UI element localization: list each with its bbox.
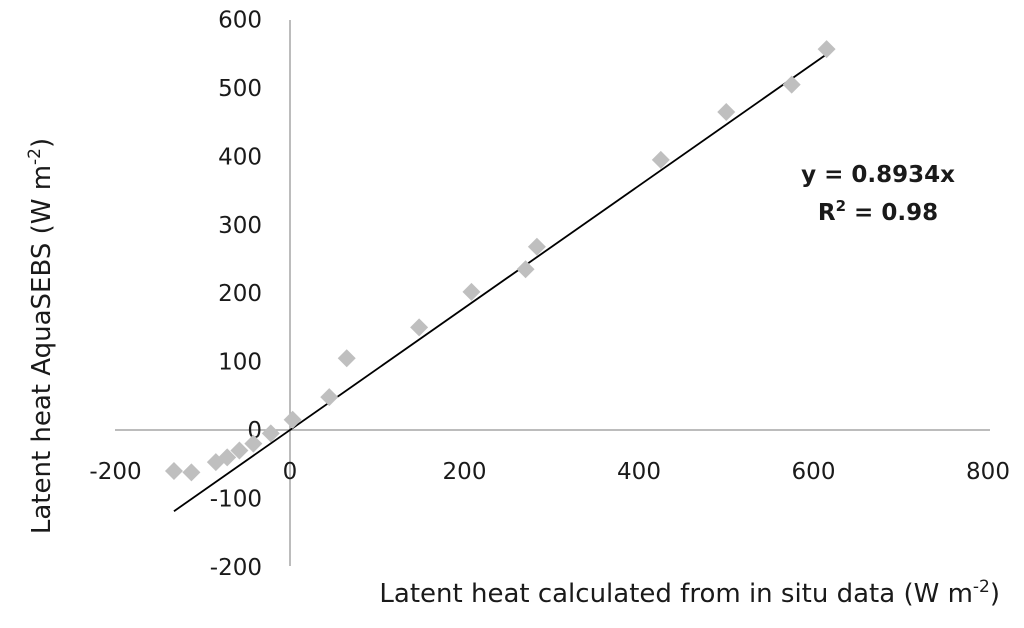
data-point (817, 40, 836, 59)
data-point (230, 441, 249, 460)
x-tick-label: 600 (792, 459, 836, 485)
data-point (182, 463, 201, 482)
y-tick-label: 100 (218, 350, 262, 376)
y-tick-label: -200 (210, 555, 262, 581)
data-point (651, 150, 670, 169)
r-squared-label: R2 = 0.98 (818, 197, 938, 226)
x-tick-label: -200 (89, 459, 141, 485)
tick-labels: -200 0 200 400 600 800-200-100010020030040050… (89, 8, 1010, 581)
data-point (283, 410, 302, 429)
data-points (164, 40, 836, 482)
data-point (717, 103, 736, 122)
data-point (527, 237, 546, 256)
x-tick-label: 200 (443, 459, 487, 485)
r-squared-sup: 2 (836, 197, 846, 215)
data-point (261, 424, 280, 443)
y-tick-label: -100 (210, 486, 262, 512)
x-tick-label: 800 (966, 459, 1010, 485)
y-axis-title: Latent heat AquaSEBS (W m-2) (25, 138, 57, 534)
data-point (244, 434, 263, 453)
x-axis-title: Latent heat calculated from in situ data… (379, 577, 1000, 609)
data-point (782, 75, 801, 94)
y-tick-label: 400 (218, 144, 262, 170)
data-point (516, 260, 535, 279)
y-tick-label: 500 (218, 76, 262, 102)
trendline-layer (173, 53, 828, 512)
y-tick-label: 200 (218, 281, 262, 307)
data-point (164, 462, 183, 481)
trendline-equation: y = 0.8934x (801, 162, 955, 188)
data-point (320, 388, 339, 407)
y-tick-label: 300 (218, 213, 262, 239)
x-tick-label: 400 (617, 459, 661, 485)
data-point (410, 318, 429, 337)
data-point (462, 282, 481, 301)
data-point (337, 349, 356, 368)
axes (115, 20, 990, 566)
trendline (173, 53, 828, 512)
data-point (218, 448, 237, 467)
y-tick-label: 600 (218, 8, 262, 34)
x-tick-label: 0 (283, 459, 298, 485)
